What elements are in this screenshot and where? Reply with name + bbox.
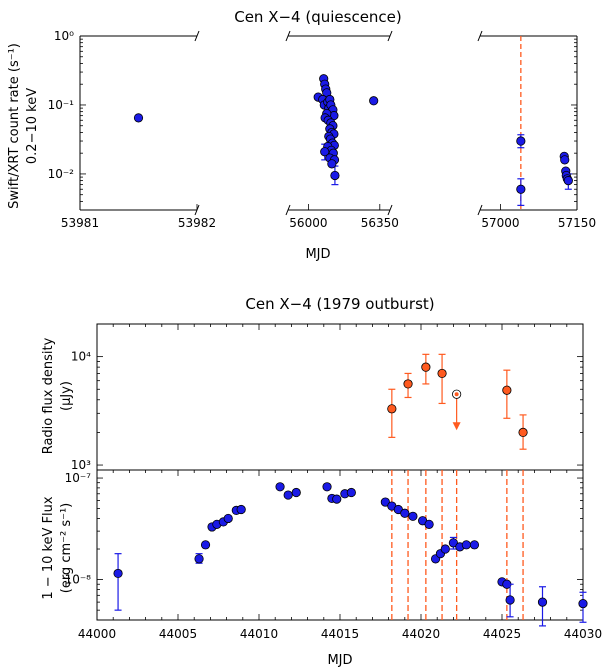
xray-point xyxy=(408,511,418,521)
xray-point xyxy=(223,513,233,524)
xray-point xyxy=(291,487,301,498)
xray-point xyxy=(537,597,548,607)
radio-ylabel: Radio flux density xyxy=(41,337,56,454)
x-tick-label: 44005 xyxy=(159,627,197,641)
radio-point xyxy=(437,368,447,379)
top-ylabel: Swift/XRT count rate (s⁻¹) xyxy=(7,43,22,209)
axis-break-mark xyxy=(477,204,483,216)
x-tick-label: 56350 xyxy=(361,216,399,230)
upper-limit-arrow xyxy=(452,422,461,431)
upper-limit-marker-center xyxy=(454,392,459,397)
quiescence-plot: 53981 53982 56000 56350 57000 57150 10⁻² 10⁻¹ 10… xyxy=(48,29,597,230)
count-rate-point xyxy=(560,155,570,165)
radio-plot: 10³ 10⁴ xyxy=(71,323,584,472)
y-tick-label: 10⁻⁷ xyxy=(65,471,92,485)
xray-point xyxy=(283,490,293,500)
x-tick-label: 44000 xyxy=(78,627,116,641)
radio-point xyxy=(518,427,528,438)
xray-point xyxy=(346,487,356,498)
xray-point xyxy=(194,554,204,564)
xray-point xyxy=(113,568,123,579)
radio-point xyxy=(421,362,431,372)
xray-ylabel-unit: (erg cm⁻² s⁻¹) xyxy=(59,503,74,594)
y-tick-label: 10⁻⁸ xyxy=(65,573,92,587)
count-rate-point xyxy=(320,147,330,157)
axis-break-mark xyxy=(194,30,200,42)
axis-break-mark xyxy=(477,30,483,42)
count-rate-point xyxy=(563,176,573,186)
radio-axes-frame xyxy=(96,323,584,471)
count-rate-point xyxy=(330,170,340,181)
xray-plot: 10⁻⁸ 10⁻⁷ 44000 44005 44010 44015 44020 44025 44… xyxy=(65,469,602,641)
x-tick-label: 57150 xyxy=(558,216,596,230)
bottom-xlabel: MJD xyxy=(327,653,352,668)
count-rate-point xyxy=(516,184,526,194)
x-tick-label: 44025 xyxy=(483,627,521,641)
x-tick-label: 44030 xyxy=(564,627,602,641)
y-tick-label: 10⁻¹ xyxy=(48,98,75,112)
xray-point xyxy=(332,494,342,504)
xray-point xyxy=(236,504,246,515)
xray-point xyxy=(200,540,211,550)
y-tick-label: 10⁴ xyxy=(71,350,91,364)
top-ylabel-band: 0.2−10 keV xyxy=(25,88,40,164)
axis-break-mark xyxy=(285,204,291,216)
xray-point xyxy=(448,538,458,548)
xray-point xyxy=(578,599,588,609)
x-tick-label: 57000 xyxy=(481,216,519,230)
quiescence-title: Cen X−4 (quiescence) xyxy=(234,8,402,26)
axis-break-mark xyxy=(285,30,291,42)
radio-point xyxy=(502,385,512,395)
axis-break-mark xyxy=(387,30,393,42)
xray-point xyxy=(424,519,434,529)
count-rate-point xyxy=(133,113,144,123)
radio-point xyxy=(387,404,397,414)
xray-point xyxy=(461,540,471,550)
radio-point xyxy=(403,379,413,389)
top-xlabel: MJD xyxy=(305,247,330,262)
count-rate-point xyxy=(327,159,337,169)
x-tick-label: 53982 xyxy=(178,216,216,230)
xray-point xyxy=(469,540,480,550)
count-rate-point xyxy=(369,96,379,106)
x-tick-label: 53981 xyxy=(61,216,99,230)
x-tick-label: 44020 xyxy=(402,627,440,641)
y-tick-label: 10³ xyxy=(71,458,91,472)
xray-point xyxy=(440,544,450,554)
xray-point xyxy=(322,482,332,492)
count-rate-point xyxy=(516,136,526,146)
xray-point xyxy=(275,482,285,492)
radio-ylabel-unit: (μJy) xyxy=(59,381,74,411)
xray-ylabel: 1 − 10 keV Flux xyxy=(41,496,56,600)
xray-point xyxy=(400,508,410,518)
x-tick-label: 56000 xyxy=(289,216,327,230)
x-tick-label: 44015 xyxy=(321,627,359,641)
y-tick-label: 10⁻² xyxy=(48,167,75,181)
x-tick-label: 44010 xyxy=(240,627,278,641)
xray-point xyxy=(505,595,515,605)
axis-break-mark xyxy=(387,204,393,216)
y-tick-label: 10⁰ xyxy=(54,29,74,43)
outburst-title: Cen X−4 (1979 outburst) xyxy=(245,295,434,313)
